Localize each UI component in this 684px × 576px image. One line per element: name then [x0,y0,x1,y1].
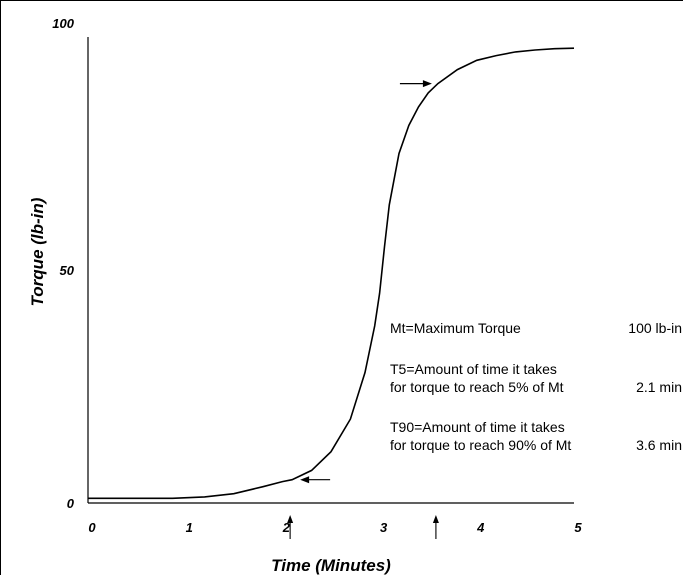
x-tick-label: 4 [476,520,485,535]
annotation-line: T90=Amount of time it takes [390,419,565,435]
annotation-value: 100 lb-in [628,320,682,336]
x-axis-time-arrow [432,515,439,539]
y-tick-labels: 0 50 100 [52,16,74,511]
annotation-line: T5=Amount of time it takes [390,361,557,377]
annotation-line: for torque to reach 90% of Mt [390,437,571,453]
axis-time-arrows [287,515,439,539]
x-tick-label: 3 [380,520,388,535]
annotation-value: 3.6 min [636,437,682,453]
y-tick-label: 50 [60,263,75,278]
x-tick-label: 0 [88,520,96,535]
x-axis-time-arrow [287,515,294,539]
axes [87,37,574,504]
torque-series-line [88,47,575,500]
marker-arrow-t5 [300,476,331,484]
annotation-line: Mt=Maximum Torque [390,320,521,336]
y-tick-label: 0 [67,496,75,511]
annotation-line: for torque to reach 5% of Mt [390,379,564,395]
x-tick-label: 5 [574,520,582,535]
x-tick-labels: 0 1 2 3 4 5 [88,520,582,535]
marker-arrow-t90 [399,80,432,88]
y-axis-title: Torque (lb-in) [28,197,47,306]
y-tick-label: 100 [52,16,74,31]
marker-arrows [300,80,432,484]
x-tick-label: 1 [186,520,193,535]
x-axis-title: Time (Minutes) [271,556,391,575]
annotation-block: Mt=Maximum Torque 100 lb-in T5=Amount of… [390,320,682,453]
annotation-value: 2.1 min [636,379,682,395]
x-tick-label: 2 [282,520,291,535]
